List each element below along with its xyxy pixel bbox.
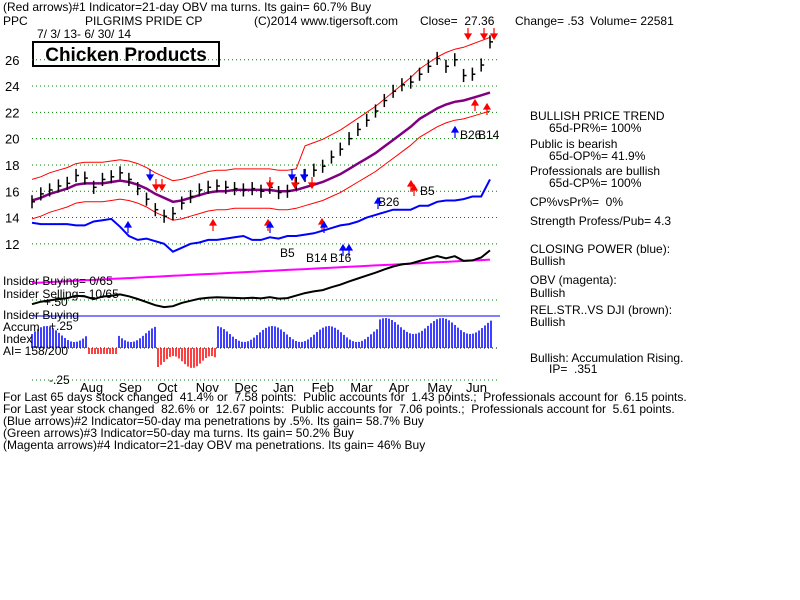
public-value: 65d-OP%= 41.9%: [549, 149, 646, 163]
blue-down-arrow: [287, 169, 297, 182]
x-tick-label: Apr: [389, 380, 410, 395]
closing-power-title: CLOSING POWER (blue):: [530, 242, 671, 256]
signal-label: B14: [306, 251, 328, 265]
red-sell-arrow: [157, 179, 167, 192]
obv-value: Bullish: [530, 286, 566, 300]
plus25-label: +.25: [49, 319, 73, 333]
accum-label: Accum: [3, 320, 40, 334]
cp-vs-pr: CP%vsPr%= 0%: [530, 195, 624, 209]
x-tick-label: Oct: [157, 380, 178, 395]
blue-down-arrow: [145, 169, 155, 182]
blue-up-arrow: [319, 220, 329, 233]
y-tick-label: 24: [5, 79, 19, 94]
x-tick-label: Dec: [234, 380, 258, 395]
red-buy-arrow: [208, 218, 218, 231]
footer-green-arrows: (Green arrows)#3 Indicator=50-day ma tur…: [3, 426, 354, 440]
signal-label: B16: [330, 251, 352, 265]
public-title: Public is bearish: [530, 137, 618, 151]
signal-label: B5: [280, 246, 295, 260]
pros-title: Professionals are bullish: [530, 164, 661, 178]
date-range: 7/ 3/ 13- 6/ 30/ 14: [37, 27, 132, 41]
ai-label: AI= 158/200: [3, 344, 69, 358]
footer-line-year: For Last year stock changed 82.6% or 12.…: [3, 402, 675, 416]
price-trend-title: BULLISH PRICE TREND: [530, 109, 665, 123]
obv-title: OBV (magenta):: [530, 273, 617, 287]
blue-up-arrow: [344, 243, 354, 256]
blue-up-arrow: [450, 125, 460, 138]
insider-buying-label: Insider Buying: [3, 308, 80, 322]
close-value: Close= 27.36: [420, 14, 495, 28]
red-sell-arrow: [307, 177, 317, 190]
signal-label: B26: [378, 195, 400, 209]
insider-buying-count: Insider Buying= 0/65: [3, 274, 113, 288]
red-sell-arrow: [290, 177, 300, 190]
x-tick-label: Feb: [312, 380, 334, 395]
blue-up-arrow: [123, 220, 133, 233]
blue-up-arrow: [265, 220, 275, 233]
y-tick-label: 16: [5, 184, 19, 199]
accum-status-title: Bullish: Accumulation Rising.: [530, 351, 684, 365]
x-tick-label: Nov: [196, 380, 220, 395]
red-sell-arrow: [479, 28, 489, 41]
company-name: PILGRIMS PRIDE CP: [85, 14, 203, 28]
header-line1: (Red arrows)#1 Indicator=21-day OBV ma t…: [3, 0, 372, 14]
strength-ratio: Strength Profess/Pub= 4.3: [530, 214, 672, 228]
red-buy-arrow: [470, 98, 480, 111]
red-sell-arrow: [151, 179, 161, 192]
y-tick-label: 22: [5, 105, 19, 120]
insider-selling-count: Insider Selling= 10/65: [3, 287, 119, 301]
closing-power-line: [31, 178, 491, 253]
red-buy-arrow: [406, 179, 416, 192]
title-box: Chicken Products: [32, 41, 220, 67]
x-tick-label: Jun: [466, 380, 487, 395]
red-sell-arrow: [265, 177, 275, 190]
signal-label: B26: [460, 128, 482, 142]
plus50-label: +.50: [44, 295, 68, 309]
red-buy-arrow: [409, 183, 419, 196]
upper-band-line: [31, 36, 491, 182]
footer-blue-arrows: (Blue arrows)#2 Indicator=50-day ma pene…: [3, 414, 424, 428]
footer-line-65days: For Last 65 days stock changed 41.4% or …: [3, 390, 687, 404]
minus25-label: -.25: [49, 373, 70, 387]
closing-power-value: Bullish: [530, 254, 566, 268]
y-tick-label: 12: [5, 237, 19, 252]
relstr-title: REL.STR..VS DJI (brown):: [530, 303, 673, 317]
blue-up-arrow: [338, 243, 348, 256]
x-tick-label: Jan: [273, 380, 294, 395]
x-tick-label: May: [427, 380, 452, 395]
lower-band-line: [31, 110, 491, 221]
accum-status-value: IP= .351: [549, 362, 598, 376]
red-sell-arrow: [489, 28, 499, 41]
red-sell-arrow: [463, 28, 473, 41]
footer-magenta-arrows: (Magenta arrows)#4 Indicator=21-day OBV …: [3, 438, 426, 452]
blue-up-arrow: [373, 196, 383, 209]
signal-label: B14: [478, 128, 500, 142]
index-label: Index: [3, 332, 33, 346]
y-tick-label: 14: [5, 211, 19, 226]
y-tick-label: 18: [5, 158, 19, 173]
blue-down-arrow: [299, 169, 309, 182]
pros-value: 65d-CP%= 100%: [549, 176, 642, 190]
y-tick-label: 26: [5, 53, 19, 68]
x-tick-label: Sep: [119, 380, 142, 395]
change-value: Change= .53: [515, 14, 585, 28]
rel-str-line: [31, 249, 491, 309]
y-tick-label: 20: [5, 132, 19, 147]
source-copyright: (C)2014 www.tigersoft.com: [254, 14, 399, 28]
signal-label: B5: [420, 184, 435, 198]
x-tick-label: Mar: [350, 380, 373, 395]
price-trend-value: 65d-PR%= 100%: [549, 121, 642, 135]
relstr-value: Bullish: [530, 315, 566, 329]
red-buy-arrow: [482, 102, 492, 115]
ticker: PPC: [3, 14, 28, 28]
volume-value: Volume= 22581: [590, 14, 674, 28]
x-tick-label: Aug: [80, 380, 103, 395]
